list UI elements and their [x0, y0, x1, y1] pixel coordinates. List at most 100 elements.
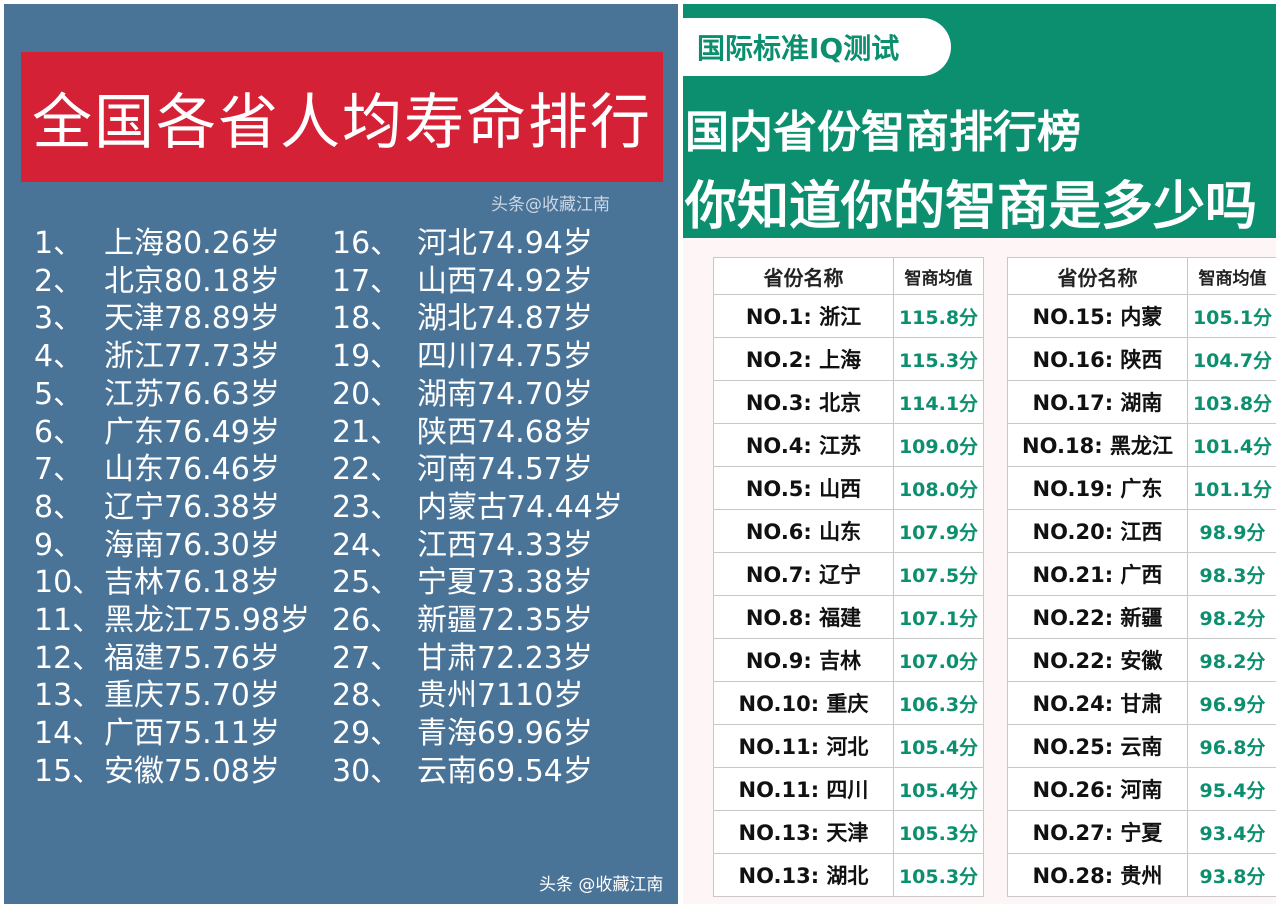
iq-test-badge: 国际标准IQ测试: [683, 18, 951, 76]
rank-number: 2、: [34, 263, 84, 299]
province-name: NO.9: 吉林: [713, 638, 894, 682]
province-name: NO.7: 辽宁: [713, 552, 894, 596]
province-life-expectancy: 黑龙江75.98岁: [104, 603, 310, 638]
table-row: NO.11: 河北 105.4分: [713, 724, 984, 768]
iq-score: 95.4分: [1187, 767, 1276, 811]
rank-number: 10、: [34, 565, 103, 601]
province-name: NO.26: 河南: [1007, 767, 1188, 811]
province-life-expectancy: 浙江77.73岁: [104, 339, 280, 375]
column-header-iq: 智商均值: [1187, 257, 1276, 295]
province-life-expectancy: 江苏76.63岁: [104, 376, 280, 412]
province-life-expectancy: 福建75.76岁: [104, 640, 280, 676]
province-life-expectancy: 重庆75.70岁: [104, 678, 280, 714]
watermark-top: 头条@收藏江南: [491, 195, 610, 215]
province-name: NO.11: 河北: [713, 724, 894, 768]
iq-test-badge-label: 国际标准IQ测试: [697, 32, 900, 65]
iq-ranking-panel: 国际标准IQ测试 国内省份智商排行榜 你知道你的智商是多少吗 省份名称 智商均值…: [683, 4, 1276, 904]
iq-score: 103.8分: [1187, 380, 1276, 424]
province-life-expectancy: 江西74.33岁: [417, 527, 593, 563]
province-life-expectancy: 北京80.18岁: [104, 263, 280, 299]
rank-number: 18、: [332, 301, 401, 337]
rank-number: 19、: [332, 339, 401, 375]
province-life-expectancy: 湖南74.70岁: [417, 376, 593, 412]
rank-number: 30、: [332, 753, 401, 789]
table-row: NO.11: 四川 105.4分: [713, 767, 984, 811]
province-life-expectancy: 河北74.94岁: [417, 226, 593, 261]
iq-score: 93.4分: [1187, 810, 1276, 854]
rank-number: 4、: [34, 339, 84, 375]
province-name: NO.1: 浙江: [713, 294, 894, 338]
province-name: NO.24: 甘肃: [1007, 681, 1188, 725]
table-row: NO.22: 新疆 98.2分: [1007, 595, 1276, 639]
table-row: NO.13: 天津 105.3分: [713, 810, 984, 854]
province-life-expectancy: 山东76.46岁: [104, 452, 280, 488]
province-life-expectancy: 吉林76.18岁: [104, 565, 280, 601]
iq-score: 98.3分: [1187, 552, 1276, 596]
column-header-province: 省份名称: [713, 257, 894, 295]
province-name: NO.22: 安徽: [1007, 638, 1188, 682]
iq-score: 106.3分: [893, 681, 984, 725]
iq-score: 98.2分: [1187, 595, 1276, 639]
province-life-expectancy: 贵州7110岁: [417, 678, 584, 714]
table-row: NO.24: 甘肃 96.9分: [1007, 681, 1276, 725]
rank-number: 24、: [332, 527, 401, 563]
table-row: NO.6: 山东 107.9分: [713, 509, 984, 553]
rank-number: 3、: [34, 301, 84, 337]
province-life-expectancy: 内蒙古74.44岁: [417, 489, 623, 525]
table-row: NO.9: 吉林 107.0分: [713, 638, 984, 682]
rank-number: 7、: [34, 452, 84, 488]
table-row: NO.19: 广东 101.1分: [1007, 466, 1276, 510]
province-life-expectancy: 河南74.57岁: [417, 452, 593, 488]
province-life-expectancy: 云南69.54岁: [417, 753, 593, 789]
table-header-row: 省份名称 智商均值: [1007, 257, 1276, 295]
province-name: NO.25: 云南: [1007, 724, 1188, 768]
province-life-expectancy: 辽宁76.38岁: [104, 489, 280, 525]
table-row: NO.4: 江苏 109.0分: [713, 423, 984, 467]
province-life-expectancy: 甘肃72.23岁: [417, 640, 593, 676]
iq-score: 105.3分: [893, 853, 984, 897]
iq-score: 115.8分: [893, 294, 984, 338]
province-life-expectancy: 青海69.96岁: [417, 716, 593, 752]
iq-score: 96.8分: [1187, 724, 1276, 768]
province-name: NO.10: 重庆: [713, 681, 894, 725]
iq-score: 101.4分: [1187, 423, 1276, 467]
table-row: NO.13: 湖北 105.3分: [713, 853, 984, 897]
rank-number: 23、: [332, 489, 401, 525]
table-row: NO.21: 广西 98.3分: [1007, 552, 1276, 596]
province-name: NO.27: 宁夏: [1007, 810, 1188, 854]
life-expectancy-title: 全国各省人均寿命排行: [32, 87, 652, 158]
province-name: NO.28: 贵州: [1007, 853, 1188, 897]
iq-score: 93.8分: [1187, 853, 1276, 897]
rank-number: 28、: [332, 678, 401, 714]
province-life-expectancy: 海南76.30岁: [104, 527, 280, 563]
table-row: NO.7: 辽宁 107.5分: [713, 552, 984, 596]
rank-number: 17、: [332, 263, 401, 299]
province-name: NO.5: 山西: [713, 466, 894, 510]
iq-ranking-subtitle: 你知道你的智商是多少吗: [685, 177, 1258, 237]
rank-number: 12、: [34, 640, 103, 676]
rank-number: 26、: [332, 603, 401, 638]
iq-score: 114.1分: [893, 380, 984, 424]
life-expectancy-title-banner: 全国各省人均寿命排行: [21, 52, 663, 182]
rank-number: 6、: [34, 414, 84, 450]
iq-score: 98.9分: [1187, 509, 1276, 553]
province-name: NO.13: 天津: [713, 810, 894, 854]
iq-score: 108.0分: [893, 466, 984, 510]
table-row: NO.20: 江西 98.9分: [1007, 509, 1276, 553]
iq-score: 107.1分: [893, 595, 984, 639]
table-row: NO.25: 云南 96.8分: [1007, 724, 1276, 768]
iq-score: 104.7分: [1187, 337, 1276, 381]
rank-number: 14、: [34, 716, 103, 752]
rank-number: 21、: [332, 414, 401, 450]
watermark-bottom: 头条 @收藏江南: [539, 875, 664, 895]
table-row: NO.28: 贵州 93.8分: [1007, 853, 1276, 897]
iq-table-right: 省份名称 智商均值 NO.15: 内蒙 105.1分 NO.16: 陕西 104.7分…: [1007, 257, 1276, 897]
province-name: NO.16: 陕西: [1007, 337, 1188, 381]
province-life-expectancy: 陕西74.68岁: [417, 414, 593, 450]
province-life-expectancy: 宁夏73.38岁: [417, 565, 593, 601]
iq-score: 105.4分: [893, 767, 984, 811]
province-name: NO.19: 广东: [1007, 466, 1188, 510]
rank-number: 27、: [332, 640, 401, 676]
iq-score: 101.1分: [1187, 466, 1276, 510]
province-name: NO.11: 四川: [713, 767, 894, 811]
